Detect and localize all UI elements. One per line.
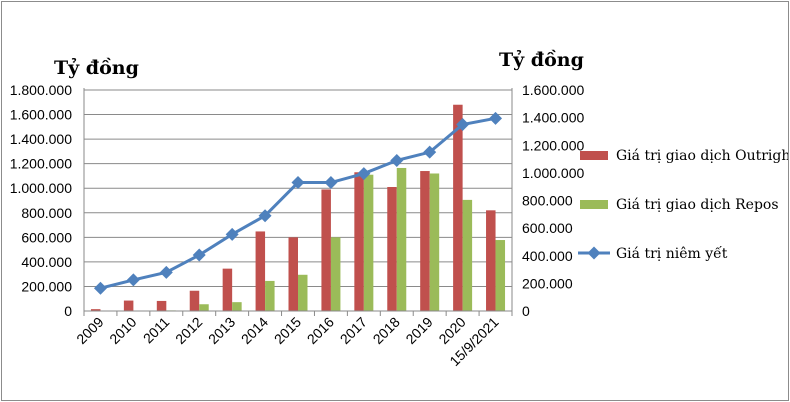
left-tick-label: 1.000.000	[10, 180, 72, 196]
legend-label: Giá trị giao dịch Outright	[616, 148, 788, 164]
left-tick-label: 0	[64, 303, 72, 319]
right-tick-label: 400.000	[522, 248, 573, 264]
bar-repos	[396, 167, 407, 311]
bar-outright	[420, 171, 430, 311]
line-point	[192, 248, 206, 262]
left-tick-label: 600.000	[21, 229, 72, 245]
legend-marker	[587, 246, 601, 260]
line-point	[291, 176, 305, 190]
line-point	[258, 209, 272, 223]
bar-outright	[387, 186, 397, 311]
line-point	[126, 273, 140, 287]
left-tick-label: 1.800.000	[10, 82, 72, 98]
legend-swatch	[580, 151, 608, 160]
left-tick-label: 1.600.000	[10, 107, 72, 123]
left-tick-label: 400.000	[21, 254, 72, 270]
right-tick-label: 1.000.000	[522, 165, 584, 181]
bar-outright	[123, 300, 134, 311]
bar-outright	[255, 231, 266, 311]
bar-repos	[232, 302, 242, 311]
right-tick-label: 1.400.000	[522, 110, 584, 126]
legend-swatch	[580, 200, 608, 209]
bar-repos	[363, 174, 374, 311]
legend: Giá trị giao dịch Outright Giá trị giao d…	[578, 148, 788, 262]
bar-repos	[495, 240, 506, 311]
x-tick-label: 2019	[402, 314, 435, 347]
line-point	[357, 167, 371, 181]
line-point	[159, 265, 173, 279]
bar-repos	[429, 173, 440, 311]
left-tick-label: 200.000	[21, 278, 72, 294]
line-point	[423, 145, 437, 159]
bar-outright	[222, 268, 233, 311]
x-tick-label: 2013	[205, 314, 238, 347]
bar-outright	[354, 172, 364, 311]
legend-label: Giá trị niêm yết	[616, 245, 728, 262]
right-tick-label: 1.200.000	[522, 137, 584, 153]
right-tick-label: 600.000	[522, 220, 573, 236]
right-axis-unit: Tỷ đồng	[499, 49, 584, 71]
bar-repos	[265, 280, 275, 311]
x-tick-label: 2009	[73, 314, 106, 347]
line-point	[489, 111, 503, 125]
x-tick-label: 2011	[140, 314, 173, 347]
line-point	[390, 153, 404, 167]
right-tick-label: 0	[522, 303, 530, 319]
right-tick-label: 800.000	[522, 193, 573, 209]
bar-outright	[189, 290, 200, 311]
line-point	[225, 227, 239, 241]
line-point	[456, 118, 470, 132]
bar-outright	[486, 210, 496, 311]
line-point	[324, 176, 338, 190]
axes: 0 200.000 400.000 600.000 800.000 1.000.000 1.…	[10, 82, 585, 369]
x-tick-label: 2016	[304, 314, 337, 347]
right-tick-label: 1.600.000	[522, 82, 584, 98]
right-tick-label: 200.000	[522, 275, 573, 291]
bar-outright	[156, 300, 167, 311]
line-point	[93, 281, 107, 295]
left-axis-unit: Tỷ đồng	[54, 57, 139, 79]
left-tick-label: 1.400.000	[10, 131, 72, 147]
x-tick-label: 2012	[172, 314, 205, 347]
bar-outright	[321, 189, 331, 311]
left-tick-label: 1.200.000	[10, 156, 72, 172]
x-tick-label: 2014	[238, 314, 271, 347]
bar-outright	[288, 237, 298, 311]
legend-label: Giá trị giao dịch Repos	[616, 197, 779, 213]
bar-repos	[298, 274, 308, 311]
bar-repos	[199, 304, 209, 311]
bar-repos	[330, 237, 341, 311]
bar-outright	[453, 104, 463, 311]
bars	[90, 104, 506, 311]
bar-outright	[90, 309, 101, 311]
x-tick-label: 2017	[337, 314, 370, 347]
x-tick-label: 2015	[271, 314, 304, 347]
bar-repos	[462, 199, 473, 311]
line-series	[93, 111, 503, 295]
left-tick-label: 800.000	[21, 205, 72, 221]
x-tick-label: 2018	[370, 314, 403, 347]
x-tick-label: 2010	[106, 314, 139, 347]
